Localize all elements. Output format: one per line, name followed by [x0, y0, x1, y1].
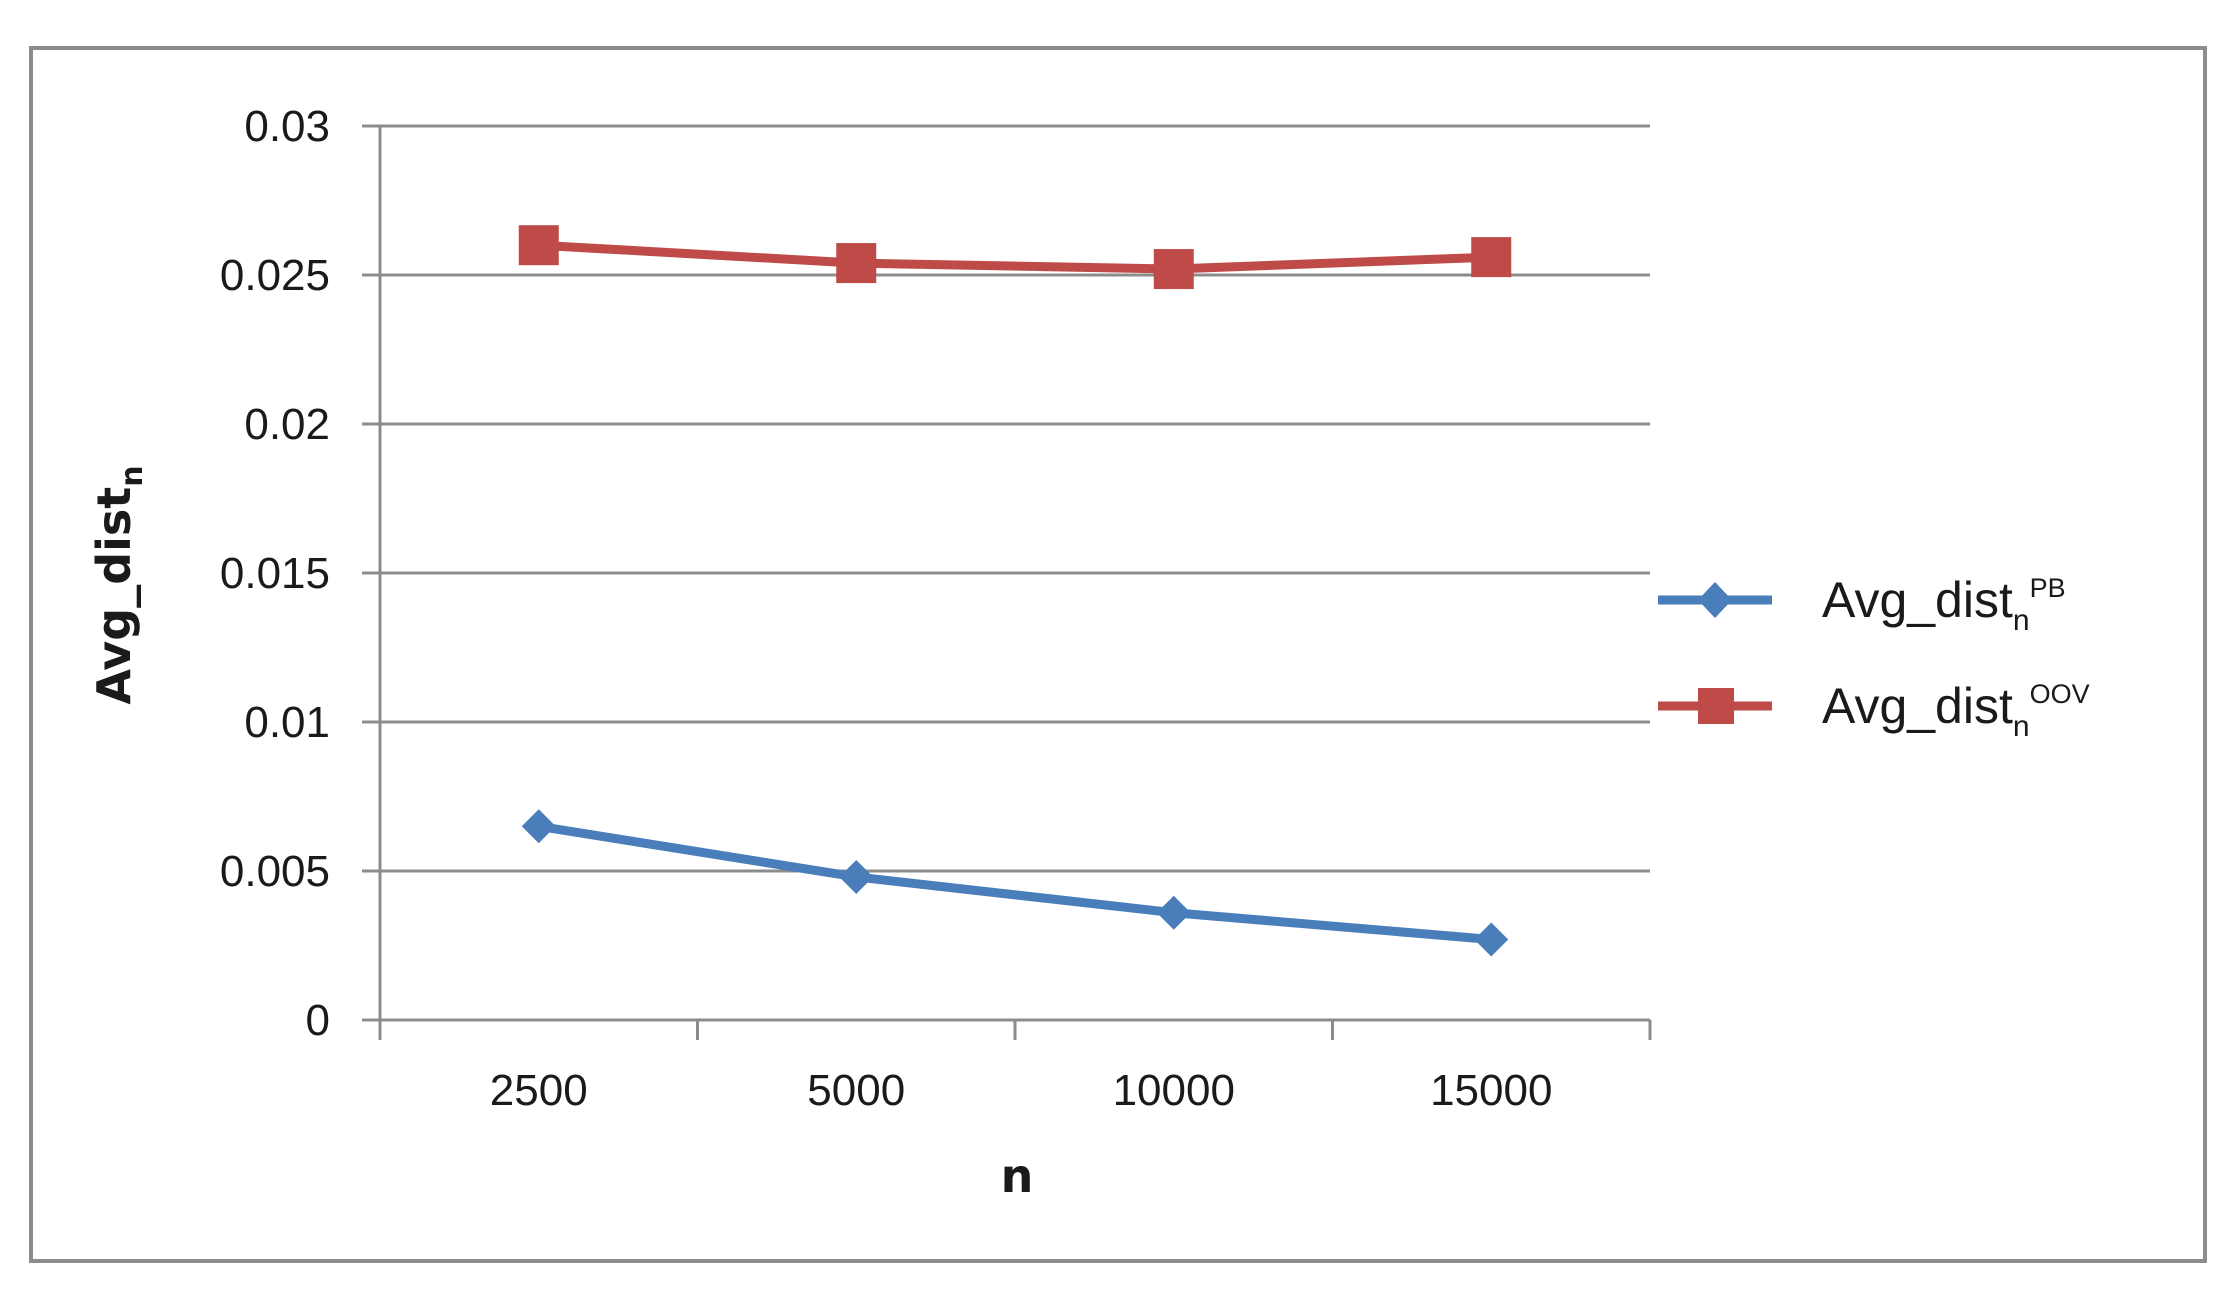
data-point — [521, 809, 556, 844]
data-point — [1153, 249, 1194, 290]
x-axis-title: n — [1001, 1149, 1034, 1203]
data-point — [1471, 237, 1512, 278]
legend-label-pb-sup: PB — [2030, 573, 2066, 603]
y-axis-title-main: Avg_dist — [87, 487, 141, 705]
legend-label-oov-main: Avg_dist — [1822, 678, 2013, 734]
legend-marker-pb — [1698, 582, 1732, 618]
data-point — [518, 225, 559, 266]
legend-label-oov: Avg_distnOOV — [1822, 678, 2090, 743]
y-tick-label: 0.005 — [220, 847, 330, 896]
series-line — [534, 240, 1496, 274]
y-axis-title: Avg_distn — [87, 465, 150, 704]
x-tick-label: 5000 — [807, 1066, 905, 1115]
axes — [362, 126, 1652, 1040]
data-point — [1474, 922, 1509, 957]
series-oov — [518, 225, 1512, 290]
data-point — [836, 243, 877, 284]
y-tick-label: 0.01 — [244, 698, 330, 747]
x-tick-label: 15000 — [1430, 1066, 1552, 1115]
y-tick-label: 0 — [306, 996, 330, 1045]
legend-label-pb-main: Avg_dist — [1822, 572, 2013, 628]
legend-item-oov: Avg_distnOOV — [1658, 678, 2090, 743]
y-tick-label: 0.03 — [244, 102, 330, 151]
x-tick-label: 10000 — [1113, 1066, 1235, 1115]
gridlines — [362, 124, 1650, 873]
legend-marker-oov — [1698, 688, 1734, 724]
series-pb — [521, 809, 1509, 957]
chart-frame — [29, 46, 2207, 1263]
y-tick-label: 0.02 — [244, 400, 330, 449]
legend-label-oov-sup: OOV — [2030, 679, 2090, 709]
y-tick-label: 0.015 — [220, 549, 330, 598]
data-point — [839, 859, 874, 894]
legend: Avg_distnPB Avg_distnOOV — [1658, 572, 2090, 743]
series — [518, 225, 1512, 957]
x-tick-label: 2500 — [490, 1066, 588, 1115]
legend-label-pb-sub: n — [2013, 604, 2030, 637]
y-tick-labels: 0 0.005 0.01 0.015 0.02 0.025 0.03 — [220, 102, 330, 1045]
y-axis-title-sub: n — [115, 465, 150, 486]
data-point — [1156, 895, 1191, 930]
y-tick-label: 0.025 — [220, 251, 330, 300]
series-line — [534, 821, 1496, 945]
legend-item-pb: Avg_distnPB — [1658, 572, 2066, 637]
legend-label-pb: Avg_distnPB — [1822, 572, 2066, 637]
legend-label-oov-sub: n — [2013, 710, 2030, 743]
x-tick-labels: 2500 5000 10000 15000 — [490, 1066, 1553, 1115]
